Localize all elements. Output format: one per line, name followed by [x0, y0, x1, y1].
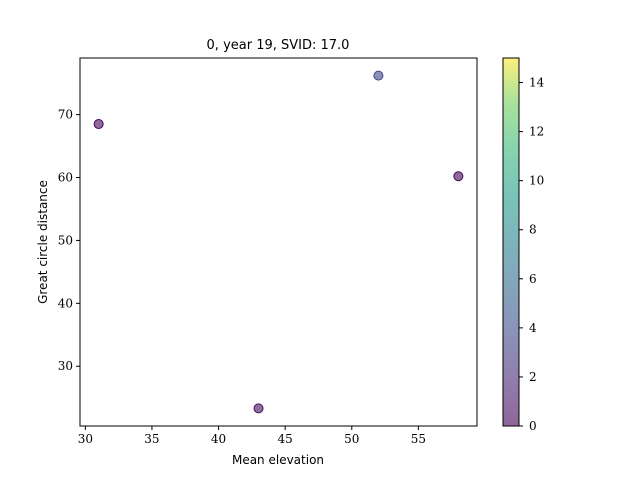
- scatter-point: [453, 171, 464, 182]
- colorbar-tick-label: 2: [529, 370, 537, 384]
- scatter-point: [93, 119, 104, 130]
- x-tick-label: 30: [78, 432, 93, 446]
- x-tick-label: 55: [411, 432, 426, 446]
- y-tick-label: 30: [58, 359, 73, 373]
- colorbar-tick-label: 0: [529, 419, 537, 433]
- y-axis-ticks: 30 40 50 60 70: [58, 108, 80, 373]
- x-axis-label: Mean elevation: [232, 453, 324, 467]
- data-points: [93, 70, 464, 414]
- scatter-point: [373, 70, 384, 81]
- colorbar-tick-label: 10: [529, 174, 544, 188]
- y-tick-label: 50: [58, 233, 73, 247]
- colorbar-frame: [502, 57, 520, 427]
- y-tick-label: 70: [58, 108, 73, 122]
- x-tick-label: 35: [144, 432, 159, 446]
- x-tick-label: 45: [278, 432, 293, 446]
- y-tick-label: 60: [58, 171, 73, 185]
- colorbar-ticks: 0 2 4 6 8 10 12 14: [519, 76, 545, 433]
- x-tick-label: 50: [344, 432, 359, 446]
- colorbar-tick-label: 6: [529, 272, 537, 286]
- plot-area: [79, 57, 478, 427]
- y-axis-label: Great circle distance: [36, 180, 50, 304]
- x-axis-ticks: 30 35 40 45 50 55: [78, 426, 426, 446]
- colorbar-tick-label: 8: [529, 223, 537, 237]
- colorbar: 0 2 4 6 8 10 12 14: [502, 57, 545, 433]
- colorbar-tick-label: 14: [529, 76, 545, 90]
- colorbar-tick-label: 4: [529, 321, 537, 335]
- y-tick-label: 40: [58, 296, 73, 310]
- colorbar-gradient: [503, 58, 519, 426]
- colorbar-tick-label: 12: [529, 125, 544, 139]
- chart-title: 0, year 19, SVID: 17.0: [207, 38, 350, 53]
- scatter-point: [253, 403, 264, 414]
- x-tick-label: 40: [211, 432, 226, 446]
